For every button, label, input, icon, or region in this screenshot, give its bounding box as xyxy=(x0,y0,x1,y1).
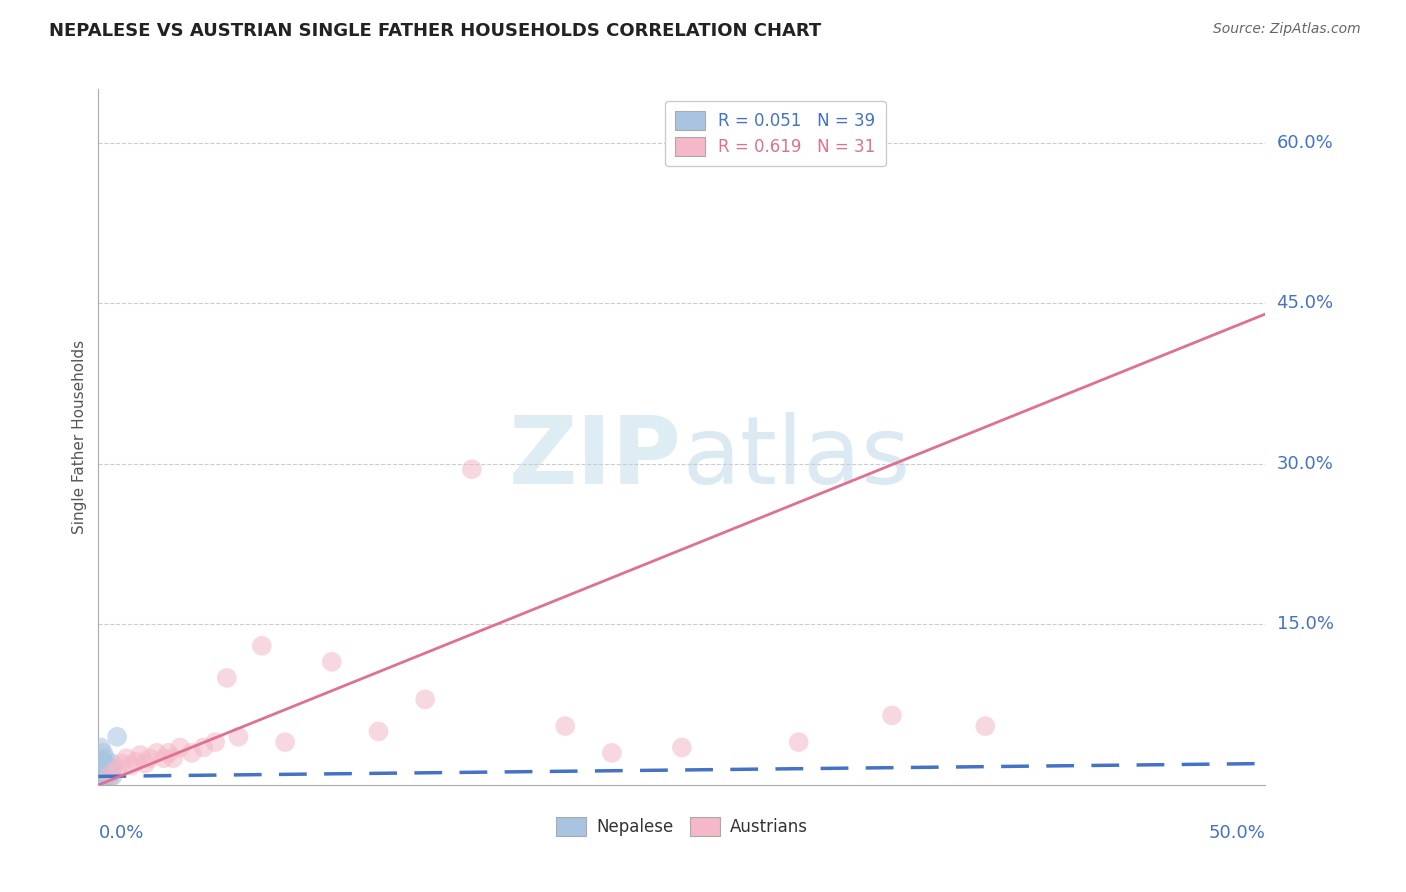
Point xyxy=(250,639,273,653)
Point xyxy=(101,756,124,771)
Point xyxy=(94,769,117,783)
Point xyxy=(134,756,156,771)
Point xyxy=(157,746,180,760)
Point xyxy=(91,769,114,783)
Point xyxy=(146,746,169,760)
Text: 30.0%: 30.0% xyxy=(1277,455,1333,473)
Point xyxy=(787,735,810,749)
Point xyxy=(139,751,162,765)
Text: atlas: atlas xyxy=(682,412,910,504)
Point xyxy=(91,769,114,783)
Point xyxy=(90,762,112,776)
Point xyxy=(94,769,117,783)
Point xyxy=(91,762,114,776)
Point xyxy=(91,755,114,769)
Point xyxy=(274,735,297,749)
Point xyxy=(204,735,226,749)
Point xyxy=(105,762,128,776)
Point xyxy=(129,747,152,762)
Point xyxy=(90,769,112,783)
Y-axis label: Single Father Households: Single Father Households xyxy=(72,340,87,534)
Point xyxy=(98,769,121,783)
Point xyxy=(101,769,124,783)
Point xyxy=(94,769,117,783)
Text: NEPALESE VS AUSTRIAN SINGLE FATHER HOUSEHOLDS CORRELATION CHART: NEPALESE VS AUSTRIAN SINGLE FATHER HOUSE… xyxy=(49,22,821,40)
Text: ZIP: ZIP xyxy=(509,412,682,504)
Point xyxy=(162,751,184,765)
Point xyxy=(91,762,114,776)
Point xyxy=(91,762,114,776)
Text: 60.0%: 60.0% xyxy=(1277,134,1333,152)
Point xyxy=(125,755,148,769)
Point xyxy=(120,758,142,772)
Point xyxy=(90,769,112,783)
Point xyxy=(193,740,215,755)
Point xyxy=(97,769,120,783)
Point xyxy=(97,762,120,776)
Point xyxy=(94,762,117,776)
Point xyxy=(91,746,114,760)
Point xyxy=(321,655,343,669)
Point xyxy=(554,719,576,733)
Point xyxy=(94,769,117,783)
Point xyxy=(169,740,191,755)
Point xyxy=(94,762,117,776)
Legend: Nepalese, Austrians: Nepalese, Austrians xyxy=(550,810,814,843)
Point xyxy=(90,755,112,769)
Point xyxy=(367,724,389,739)
Point xyxy=(413,692,436,706)
Point xyxy=(91,755,114,769)
Point xyxy=(90,740,112,755)
Point xyxy=(90,762,112,776)
Point xyxy=(600,746,623,760)
Point xyxy=(105,730,128,744)
Text: 0.0%: 0.0% xyxy=(98,824,143,842)
Point xyxy=(671,740,693,755)
Point xyxy=(101,762,124,776)
Point xyxy=(228,730,250,744)
Point xyxy=(880,708,903,723)
Point xyxy=(94,751,117,765)
Point xyxy=(90,769,112,783)
Text: 50.0%: 50.0% xyxy=(1209,824,1265,842)
Point xyxy=(91,762,114,776)
Point xyxy=(98,762,121,776)
Point xyxy=(90,762,112,776)
Point xyxy=(461,462,484,476)
Point xyxy=(97,762,120,776)
Text: 15.0%: 15.0% xyxy=(1277,615,1333,633)
Point xyxy=(215,671,238,685)
Point xyxy=(180,746,202,760)
Point xyxy=(111,756,134,771)
Point xyxy=(90,762,112,776)
Point xyxy=(90,769,112,783)
Point xyxy=(974,719,997,733)
Text: 45.0%: 45.0% xyxy=(1277,294,1334,312)
Point xyxy=(152,751,174,765)
Point xyxy=(91,769,114,783)
Text: Source: ZipAtlas.com: Source: ZipAtlas.com xyxy=(1213,22,1361,37)
Point xyxy=(115,751,138,765)
Point xyxy=(90,762,112,776)
Point xyxy=(98,767,121,781)
Point xyxy=(94,762,117,776)
Point xyxy=(90,769,112,783)
